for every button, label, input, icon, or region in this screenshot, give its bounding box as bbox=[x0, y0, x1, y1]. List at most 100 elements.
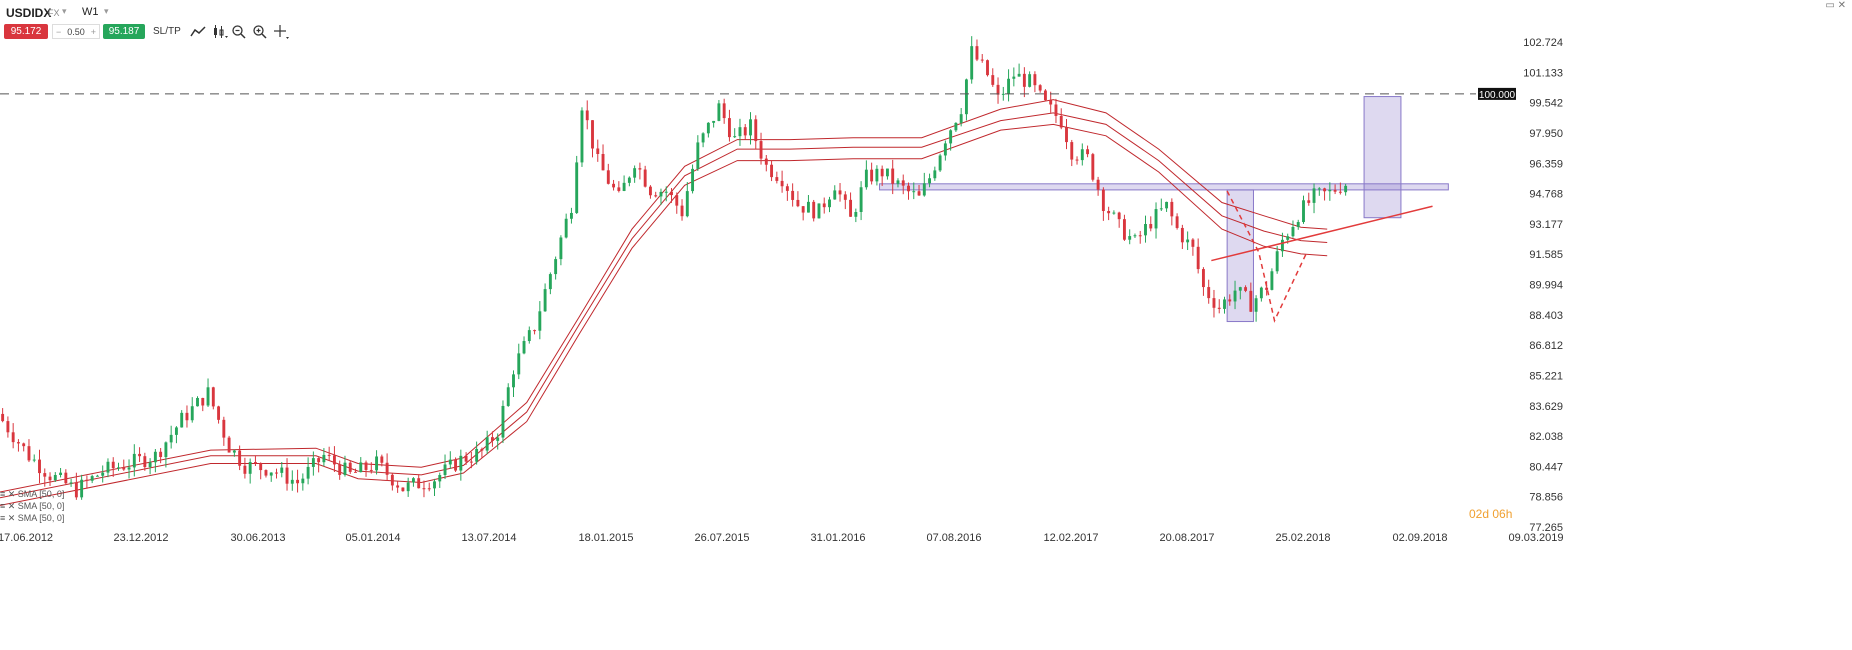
candle-body bbox=[1101, 189, 1105, 211]
chevron-down-icon[interactable]: ▾ bbox=[62, 6, 67, 16]
candle-body bbox=[554, 259, 558, 275]
candle-body bbox=[364, 462, 368, 470]
candle-body bbox=[933, 170, 937, 179]
candle-body bbox=[627, 177, 631, 183]
candle-body bbox=[675, 195, 679, 206]
candle-body bbox=[1201, 269, 1205, 288]
candle-body bbox=[527, 330, 531, 342]
date-tick-label: 20.08.2017 bbox=[1159, 532, 1214, 544]
sl-tp-button[interactable]: SL/TP bbox=[153, 26, 181, 37]
sell-price-button[interactable]: 95.172 bbox=[4, 24, 48, 39]
decrease-button[interactable]: − bbox=[56, 27, 62, 37]
window-controls[interactable]: ▭ ✕ bbox=[1825, 0, 1846, 11]
candle-body bbox=[559, 237, 563, 260]
candle-body bbox=[464, 455, 468, 462]
candle-body bbox=[1302, 200, 1305, 223]
price-tick-label: 88.403 bbox=[1529, 310, 1563, 322]
candle-body bbox=[290, 479, 294, 484]
candle-body bbox=[543, 289, 547, 312]
volume-stepper[interactable]: − 0.50 + bbox=[52, 24, 100, 39]
candle-body bbox=[1280, 239, 1284, 252]
candle-body bbox=[285, 467, 289, 484]
increase-button[interactable]: + bbox=[90, 27, 96, 37]
candle-body bbox=[1328, 189, 1332, 192]
candle-body bbox=[1270, 271, 1274, 290]
candle-body bbox=[975, 46, 979, 60]
date-tick-label: 30.06.2013 bbox=[230, 532, 285, 544]
candle-body bbox=[1122, 219, 1126, 240]
candle-body bbox=[538, 311, 542, 331]
candle-body bbox=[185, 412, 189, 421]
candle-body bbox=[196, 397, 199, 407]
candle-body bbox=[16, 442, 20, 444]
candle-body bbox=[469, 461, 473, 463]
candle-body bbox=[359, 462, 363, 473]
candle-body bbox=[917, 191, 921, 196]
candle-body bbox=[1086, 149, 1090, 155]
candle-body bbox=[459, 455, 463, 471]
candle-body bbox=[1043, 90, 1047, 101]
candle-body bbox=[390, 474, 394, 486]
candle-body bbox=[1107, 210, 1111, 214]
candle-body bbox=[1196, 246, 1200, 270]
chevron-down-icon[interactable]: ▾ bbox=[104, 6, 109, 16]
candle-body bbox=[1212, 298, 1216, 308]
price-tick-label: 83.629 bbox=[1529, 401, 1563, 413]
zone-rectangle bbox=[1363, 96, 1402, 219]
candle-body bbox=[438, 475, 442, 482]
candle-body bbox=[248, 462, 252, 474]
zoom-out-icon[interactable] bbox=[231, 24, 247, 40]
candle-body bbox=[612, 183, 616, 188]
price-axis: 102.724 101.133 99.542 97.950 96.359 94.768 93… bbox=[1523, 37, 1563, 534]
legend-item-sma-1[interactable]: ≡ ✕ SMA [50, 0] bbox=[0, 489, 65, 499]
candle-body bbox=[1207, 287, 1211, 299]
candle-body bbox=[406, 482, 410, 492]
candle-body bbox=[222, 419, 226, 438]
date-tick-label: 02.09.2018 bbox=[1392, 532, 1447, 544]
date-tick-label: 18.01.2015 bbox=[578, 532, 633, 544]
candle-body bbox=[759, 141, 763, 159]
candle-body bbox=[332, 455, 336, 465]
crosshair-icon[interactable] bbox=[273, 24, 289, 40]
candle-body bbox=[680, 205, 684, 217]
buy-price-button[interactable]: 95.187 bbox=[103, 24, 145, 39]
candle-type-icon[interactable] bbox=[212, 24, 228, 40]
candle-body bbox=[775, 177, 779, 181]
candle-body bbox=[38, 459, 41, 474]
legend-item-sma-3[interactable]: ≡ ✕ SMA [50, 0] bbox=[0, 513, 65, 523]
zoom-in-icon[interactable] bbox=[252, 24, 268, 40]
candle-body bbox=[111, 461, 115, 469]
candle-body bbox=[211, 387, 215, 407]
volume-value[interactable]: 0.50 bbox=[67, 27, 85, 37]
candle-body bbox=[138, 453, 142, 457]
candle-body bbox=[443, 464, 447, 476]
candle-body bbox=[733, 136, 737, 138]
symbol-label[interactable]: USDIDX bbox=[6, 6, 52, 20]
candle-body bbox=[190, 406, 194, 421]
price-tick-label: 77.265 bbox=[1529, 522, 1563, 534]
date-tick-label: 31.01.2016 bbox=[810, 532, 865, 544]
market-tag: FX bbox=[48, 8, 60, 18]
sma-layer bbox=[0, 99, 1328, 506]
candle-body bbox=[796, 199, 800, 207]
line-tool-icon[interactable] bbox=[190, 24, 206, 40]
legend-item-sma-2[interactable]: ≡ ✕ SMA [50, 0] bbox=[0, 501, 65, 511]
candle-body bbox=[306, 466, 310, 479]
candle-body bbox=[327, 454, 331, 456]
candle-body bbox=[743, 127, 747, 136]
candle-body bbox=[717, 103, 721, 121]
candle-body bbox=[132, 453, 136, 468]
candle-body bbox=[870, 169, 874, 182]
annotations-layer bbox=[1211, 190, 1433, 323]
candle-body bbox=[1096, 179, 1100, 190]
date-tick-label: 12.02.2017 bbox=[1043, 532, 1098, 544]
candle-body bbox=[780, 180, 784, 187]
candle-body bbox=[311, 458, 315, 467]
candle-body bbox=[153, 451, 157, 463]
timeframe-selector[interactable]: W1 bbox=[82, 6, 99, 18]
candle-body bbox=[738, 127, 742, 137]
candle-body bbox=[1059, 115, 1063, 128]
price-tick-label: 80.447 bbox=[1529, 461, 1563, 473]
candle-body bbox=[1259, 287, 1263, 299]
